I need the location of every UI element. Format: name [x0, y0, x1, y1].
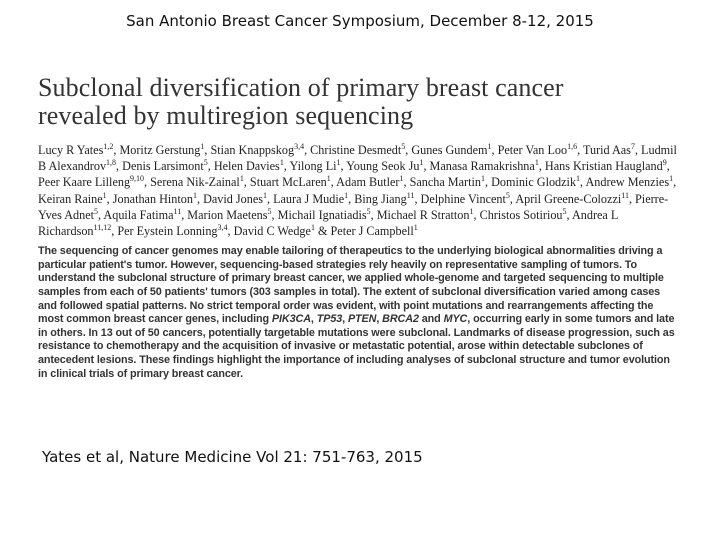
author-affiliation: 1 — [310, 222, 315, 232]
author-affiliation: 1 — [469, 206, 474, 216]
conference-header: San Antonio Breast Cancer Symposium, Dec… — [126, 12, 594, 30]
author-name: Lucy R Yates — [38, 143, 104, 157]
author-name: Ludmil B Alexandrov — [38, 143, 677, 174]
author-name: Andrea L Richardson — [38, 207, 618, 239]
abstract-text: , — [310, 313, 317, 326]
author-affiliation: 11 — [621, 190, 629, 200]
author-name: Bing Jiang — [354, 191, 407, 206]
author-name: Sancha Martin — [409, 175, 481, 190]
author-affiliation: 1 — [534, 158, 539, 168]
author-affiliation: 11,12 — [93, 222, 112, 232]
author-name: Stuart McLaren — [249, 175, 327, 190]
author-name: Helen Davies — [213, 159, 280, 174]
author-affiliation: 1 — [336, 158, 341, 168]
author-name: Peter Van Loo — [497, 143, 568, 157]
author-name: Denis Larsimont — [122, 159, 204, 174]
author-affiliation: 11 — [173, 206, 182, 216]
author-affiliation: 5 — [401, 141, 406, 151]
author-name: Young Seok Ju — [346, 159, 420, 174]
author-name: Christos Sotiriou — [479, 207, 563, 222]
paper-title-line-2: revealed by multiregion sequencing — [38, 101, 414, 130]
author-affiliation: 1 — [200, 141, 205, 151]
author-affiliation: 1,6 — [567, 141, 578, 151]
author-affiliation: 5 — [94, 206, 98, 216]
author-affiliation: 1,2 — [103, 141, 114, 151]
abstract-text: and — [418, 313, 444, 326]
author-list: Lucy R Yates1,2, Moritz Gerstung1, Stian… — [38, 141, 677, 239]
gene-name: PTEN — [347, 313, 377, 326]
author-name: Peer Kaare Lilleng — [38, 175, 131, 190]
author-name: Michail Ignatiadis — [277, 207, 367, 222]
abstract-text: , — [376, 313, 383, 326]
author-affiliation: 1 — [576, 174, 581, 184]
author-name: Gunes Gundem — [411, 143, 488, 157]
author-affiliation: 1 — [192, 190, 197, 200]
paper-title: Subclonal diversification of primary bre… — [38, 74, 678, 130]
author-name: David C Wedge — [233, 224, 311, 239]
author-affiliation: 1 — [487, 141, 492, 151]
gene-name: MYC — [443, 313, 468, 326]
author-affiliation: 1 — [399, 174, 404, 184]
author-name: Adam Butler — [336, 175, 400, 190]
author-name: Andrew Menzies — [585, 175, 670, 190]
author-name: Per Eystein Lonning — [117, 224, 218, 239]
author-name: April Greene-Colozzi — [515, 191, 622, 206]
author-name: Dominic Glodzik — [491, 175, 577, 190]
author-affiliation: 9,10 — [130, 174, 145, 184]
author-name: David Jones — [203, 191, 263, 206]
author-ampersand: & — [317, 224, 328, 239]
author-affiliation: 1 — [239, 174, 244, 184]
author-name: Jonathan Hinton — [112, 191, 193, 206]
author-name: Stian Knappskog — [210, 143, 295, 157]
abstract-text: The sequencing of cancer genomes may ena… — [38, 245, 664, 326]
author-name: Hans Kristian Haugland — [544, 159, 663, 174]
author-affiliation: 1 — [344, 190, 349, 200]
citation: Yates et al, Nature Medicine Vol 21: 751… — [42, 448, 423, 466]
author-affiliation: 7 — [630, 141, 635, 151]
author-name: Serena Nik-Zainal — [150, 175, 240, 190]
gene-name: TP53 — [316, 313, 343, 326]
author-affiliation: 5 — [203, 158, 208, 168]
author-name: Laura J Mudie — [273, 191, 345, 206]
author-name: Aquila Fatima — [103, 207, 174, 222]
author-affiliation: 1,8 — [106, 158, 117, 168]
author-name: Keiran Raine — [38, 191, 103, 206]
author-name: Manasa Ramakrishna — [429, 159, 535, 174]
author-affiliation: 1 — [419, 158, 424, 168]
abstract-text: , occurring early in some tumors and lat… — [38, 313, 675, 380]
author-affiliation: 3,4 — [294, 141, 305, 151]
author-name: Peter J Campbell — [330, 224, 414, 239]
author-name: Yilong Li — [289, 159, 337, 174]
author-affiliation: 1 — [279, 158, 284, 168]
abstract: The sequencing of cancer genomes may ena… — [38, 245, 678, 381]
author-affiliation: 1 — [480, 174, 485, 184]
author-name: Christine Desmedt — [310, 143, 402, 157]
author-name: Moritz Gerstung — [119, 143, 201, 157]
author-affiliation: 5 — [267, 206, 272, 216]
author-affiliation: 5 — [505, 190, 510, 200]
author-affiliation: 9 — [662, 158, 667, 168]
author-affiliation: 3,4 — [217, 222, 228, 232]
gene-name: PIK3CA — [271, 313, 311, 326]
paper-excerpt: Subclonal diversification of primary bre… — [38, 74, 678, 381]
author-affiliation: 5 — [366, 206, 371, 216]
paper-title-line-1: Subclonal diversification of primary bre… — [38, 73, 564, 102]
author-name: Marion Maetens — [187, 207, 268, 222]
author-affiliation: 1 — [413, 222, 418, 232]
abstract-text: , — [342, 313, 348, 326]
author-name: Turid Aas — [582, 143, 631, 157]
author-name: Michael R Stratton — [376, 207, 470, 222]
author-affiliation: 11 — [406, 190, 415, 200]
author-affiliation: 1 — [326, 174, 331, 184]
gene-name: BRCA2 — [382, 313, 419, 326]
author-affiliation: 1 — [102, 190, 107, 200]
author-affiliation: 1 — [669, 174, 674, 184]
author-affiliation: 5 — [562, 206, 567, 216]
author-name: Delphine Vincent — [420, 191, 506, 206]
author-name: Pierre-Yves Adnet — [38, 191, 669, 222]
author-affiliation: 1 — [262, 190, 267, 200]
